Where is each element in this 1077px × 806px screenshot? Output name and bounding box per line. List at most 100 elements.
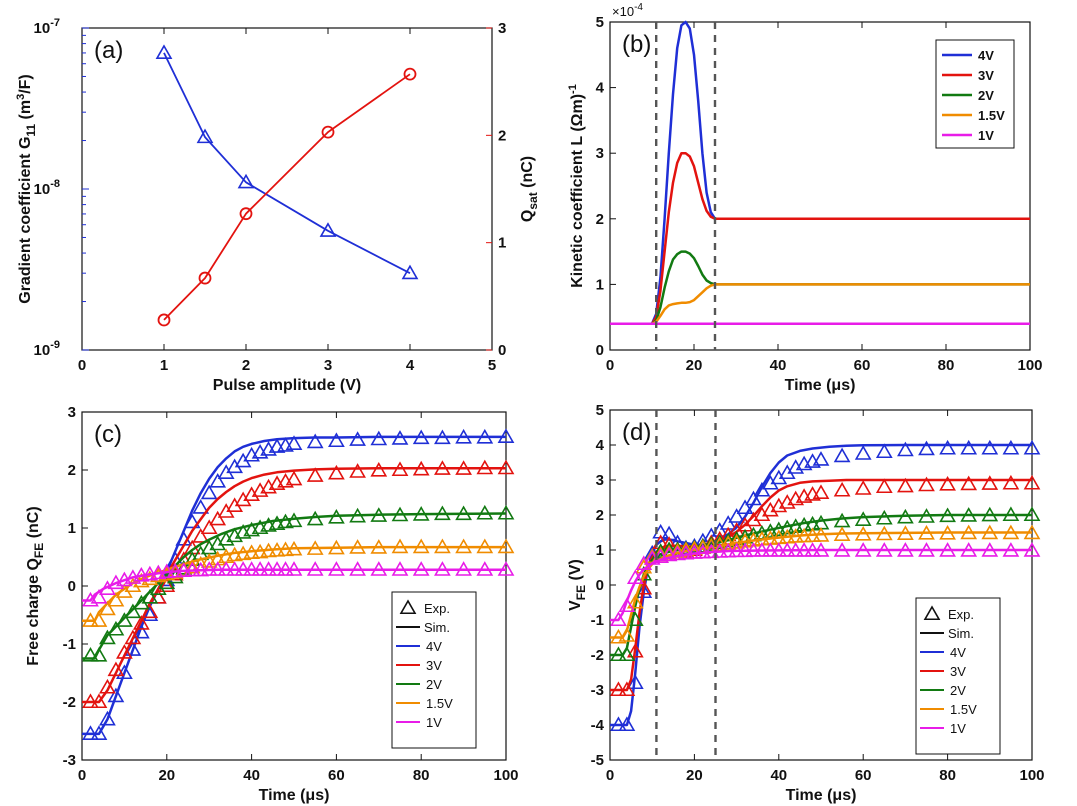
experiment-point bbox=[107, 591, 125, 607]
experiment-point bbox=[200, 519, 218, 535]
label-tail: /F) bbox=[17, 74, 34, 94]
y-tick-label: 5 bbox=[596, 402, 604, 419]
experiment-point bbox=[610, 646, 627, 662]
x-tick-label: 0 bbox=[606, 767, 614, 784]
experiment-point bbox=[306, 561, 324, 576]
label-main: Q bbox=[519, 210, 536, 222]
experiment-point bbox=[370, 507, 388, 522]
label-tail: (V) bbox=[567, 559, 584, 585]
experiment-point bbox=[234, 561, 252, 576]
label-subscript: FE bbox=[32, 543, 46, 558]
experiment-point bbox=[618, 681, 636, 697]
experiment-point bbox=[736, 499, 754, 515]
experiment-point bbox=[285, 540, 303, 556]
experiment-point bbox=[99, 710, 116, 726]
x-tick-label: 100 bbox=[1019, 767, 1044, 784]
experiment-point bbox=[285, 435, 303, 450]
experiment-point bbox=[686, 544, 703, 559]
experiment-point bbox=[434, 460, 451, 475]
data-point-triangle bbox=[155, 44, 173, 59]
y-right-tick-label: 3 bbox=[498, 20, 506, 37]
experiment-point bbox=[960, 507, 978, 522]
x-tick-label: 40 bbox=[770, 767, 787, 784]
experiment-point bbox=[1002, 506, 1020, 522]
y-tick-label: -3 bbox=[591, 682, 604, 699]
y-left-tick-label: 10-8 bbox=[34, 178, 60, 198]
data-point-triangle bbox=[237, 173, 255, 189]
experiment-point bbox=[702, 527, 720, 543]
panel-label: (a) bbox=[94, 37, 123, 64]
experiment-point bbox=[981, 439, 999, 455]
legend-label: 1.5V bbox=[426, 696, 453, 711]
series-line bbox=[163, 73, 411, 321]
panel-c: 0 20 40 60 80 100 Time (μs) -3 -2 -1 0 1 2 3 Free char… bbox=[25, 404, 519, 804]
experiment-point bbox=[391, 461, 409, 477]
experiment-point bbox=[90, 646, 108, 662]
experiment-point bbox=[158, 563, 176, 579]
label-tail: (nC) bbox=[25, 506, 42, 542]
x-tick-label: 100 bbox=[1017, 357, 1042, 374]
experiment-point bbox=[626, 642, 644, 658]
experiment-point bbox=[124, 629, 142, 645]
experiment-point bbox=[209, 510, 227, 526]
y-axis-label: VFE (V) bbox=[567, 559, 588, 611]
y-tick-label: 0 bbox=[68, 578, 76, 595]
series-4V bbox=[610, 20, 1030, 326]
experiment-point bbox=[90, 612, 108, 627]
experiment-point bbox=[268, 561, 286, 576]
experiment-point bbox=[960, 524, 978, 540]
axis-multiplier: ×10-4 bbox=[612, 2, 643, 19]
experiment-point bbox=[434, 561, 451, 576]
y-left-tick-label: 10-7 bbox=[34, 17, 60, 37]
experiment-point bbox=[370, 430, 388, 446]
experiment-point bbox=[694, 543, 712, 559]
experiment-point bbox=[200, 484, 218, 500]
experiment-point bbox=[1002, 542, 1020, 557]
experiment-point bbox=[761, 542, 779, 557]
experiment-point bbox=[960, 542, 978, 557]
experiment-point bbox=[711, 543, 729, 558]
data-point-circle bbox=[321, 125, 335, 139]
experiment-point bbox=[854, 511, 872, 526]
experiment-point bbox=[349, 431, 366, 446]
experiment-point bbox=[370, 461, 388, 477]
x-tick-label: 2 bbox=[242, 357, 250, 374]
experiment-point bbox=[183, 513, 201, 529]
experiment-point bbox=[455, 460, 472, 475]
panel-label: (b) bbox=[622, 31, 651, 58]
experiment-point bbox=[370, 561, 388, 576]
experiment-point bbox=[243, 544, 260, 559]
experiment-point bbox=[918, 508, 935, 523]
experiment-point bbox=[875, 509, 893, 525]
legend-label: 1V bbox=[950, 721, 966, 736]
experiment-point bbox=[897, 441, 914, 457]
y-tick-label: 1 bbox=[596, 542, 604, 559]
y-tick-label: 4 bbox=[596, 437, 605, 454]
label-subscript: sat bbox=[526, 192, 540, 209]
experiment-point bbox=[753, 506, 771, 522]
x-tick-label: 80 bbox=[413, 767, 430, 784]
series-1V bbox=[610, 542, 1041, 627]
series-line bbox=[610, 20, 1030, 326]
experiment-point bbox=[226, 561, 244, 576]
experiment-point bbox=[200, 561, 218, 576]
y-tick-label: -4 bbox=[591, 717, 605, 734]
experiment-point bbox=[497, 538, 515, 554]
x-tick-label: 60 bbox=[854, 357, 871, 374]
legend-label: Sim. bbox=[424, 620, 450, 635]
experiment-point bbox=[455, 505, 472, 521]
experiment-point bbox=[736, 542, 754, 558]
experiment-point bbox=[626, 611, 644, 627]
experiment-point bbox=[306, 433, 324, 449]
experiment-point bbox=[132, 623, 150, 639]
panel-b: 0 20 40 60 80 100 Time (μs) 0 1 2 3 4 5 Kinetic coeff… bbox=[567, 2, 1043, 394]
tick-base: 10 bbox=[34, 342, 51, 359]
experiment-point bbox=[434, 429, 451, 445]
experiment-point bbox=[90, 693, 108, 709]
y-tick-label: 1 bbox=[68, 520, 76, 537]
experiment-point bbox=[833, 542, 851, 557]
experiment-point bbox=[412, 538, 430, 554]
multiplier-base: ×10 bbox=[612, 4, 634, 19]
experiment-point bbox=[90, 588, 108, 604]
legend-label: 2V bbox=[426, 677, 442, 692]
